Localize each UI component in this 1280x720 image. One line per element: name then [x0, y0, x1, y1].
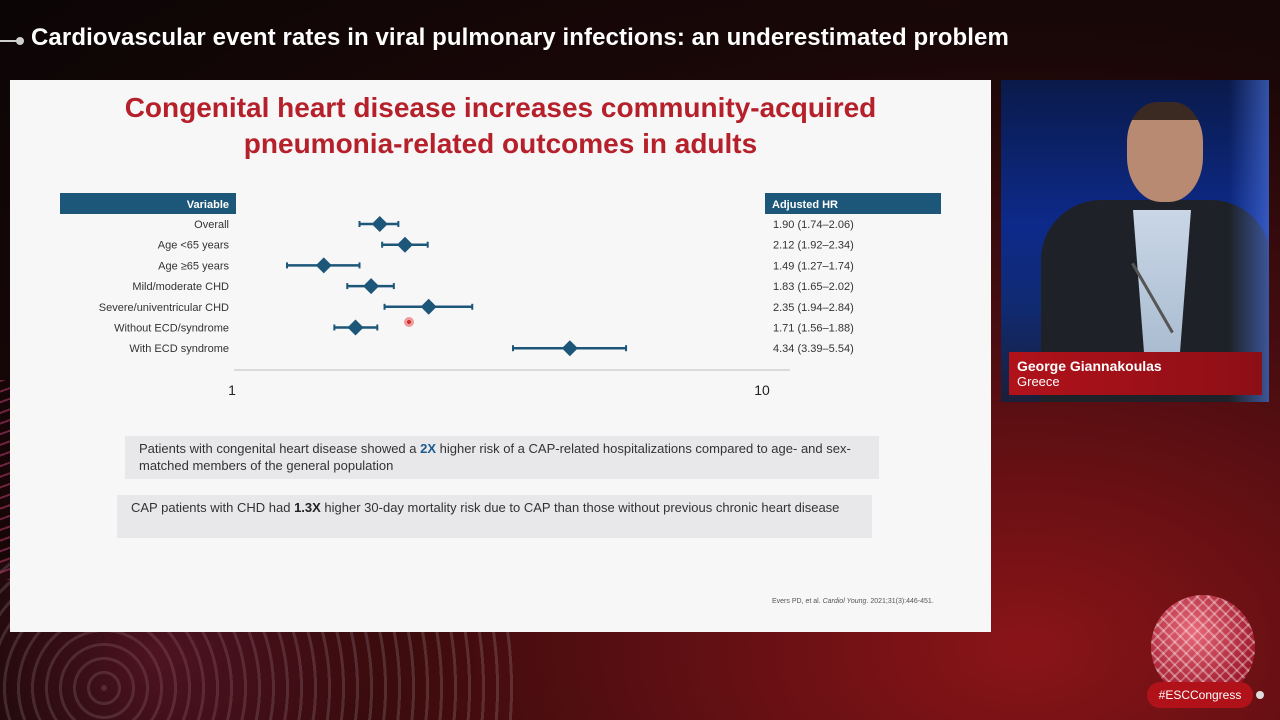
finding-2-text: CAP patients with CHD had — [131, 500, 295, 515]
x-tick-label: 1 — [228, 382, 236, 398]
forest-plot: Variable Adjusted HR Overall 1.90 (1.74–2… — [60, 193, 941, 398]
speaker-name: George Giannakoulas — [1017, 358, 1162, 374]
speaker-country: Greece — [1017, 374, 1060, 389]
finding-box-mortality: CAP patients with CHD had 1.3X higher 30… — [117, 495, 872, 538]
hr-marker — [420, 298, 437, 315]
hr-marker — [315, 257, 332, 274]
slide-title-line-2: pneumonia-related outcomes in adults — [243, 128, 758, 159]
finding-1-text: Patients with congenital heart disease s… — [139, 441, 421, 456]
session-title: Cardiovascular event rates in viral pulm… — [31, 24, 1009, 51]
finding-2-highlight: 1.3X — [294, 500, 321, 515]
hr-marker — [561, 340, 578, 357]
hr-header: Adjusted HR — [772, 199, 838, 211]
speaker-name-plate: George Giannakoulas Greece — [1009, 352, 1262, 395]
hr-value: 1.90 (1.74–2.06) — [773, 219, 854, 231]
row-label: Mild/moderate CHD — [132, 281, 229, 293]
hr-marker — [347, 319, 364, 336]
row-label: Age <65 years — [158, 240, 230, 252]
header-dot — [16, 37, 24, 45]
variable-header: Variable — [187, 199, 229, 211]
hr-marker — [363, 278, 380, 295]
hr-value: 4.34 (3.39–5.54) — [773, 343, 854, 355]
slide-title: Congenital heart disease increases commu… — [10, 90, 991, 162]
hr-marker — [371, 216, 388, 232]
presentation-slide: Congenital heart disease increases commu… — [10, 80, 991, 632]
finding-1-highlight: 2X — [420, 441, 437, 456]
row-label: With ECD syndrome — [129, 343, 229, 355]
hr-header-bar — [765, 193, 941, 214]
finding-1-text-end: higher risk of a CAP-related hospitaliza… — [139, 441, 851, 473]
hr-value: 2.12 (1.92–2.34) — [773, 240, 854, 252]
hashtag-badge: #ESCCongress — [1147, 682, 1253, 708]
reference-citation: Evers PD, et al. Cardiol Young. 2021;31(… — [772, 598, 934, 605]
variable-header-bar — [60, 193, 236, 214]
reference-authors: Evers PD, et al. — [772, 598, 823, 605]
hr-value: 1.83 (1.65–2.02) — [773, 281, 854, 293]
finding-2-text-end: higher 30-day mortality risk due to CAP … — [320, 500, 840, 515]
row-label: Without ECD/syndrome — [114, 323, 229, 335]
hr-marker — [396, 236, 413, 253]
reference-details: . 2021;31(3):446-451. — [866, 598, 934, 605]
congress-globe-logo — [1151, 595, 1255, 699]
row-label: Severe/univentricular CHD — [99, 302, 229, 314]
laser-pointer-dot — [404, 317, 414, 327]
row-label: Overall — [194, 219, 229, 231]
row-label: Age ≥65 years — [158, 260, 229, 272]
video-backdrop-glow — [1229, 80, 1269, 402]
slide-title-line-1: Congenital heart disease increases commu… — [124, 92, 877, 123]
reference-journal: Cardiol Young — [822, 598, 867, 605]
speaker-head — [1127, 102, 1203, 202]
finding-box-hospitalization: Patients with congenital heart disease s… — [125, 436, 879, 479]
hashtag-dot — [1256, 691, 1264, 699]
hr-value: 2.35 (1.94–2.84) — [773, 302, 854, 314]
x-tick-label: 10 — [754, 382, 770, 398]
hr-value: 1.71 (1.56–1.88) — [773, 323, 854, 335]
header-line — [0, 40, 18, 42]
hr-value: 1.49 (1.27–1.74) — [773, 260, 854, 272]
